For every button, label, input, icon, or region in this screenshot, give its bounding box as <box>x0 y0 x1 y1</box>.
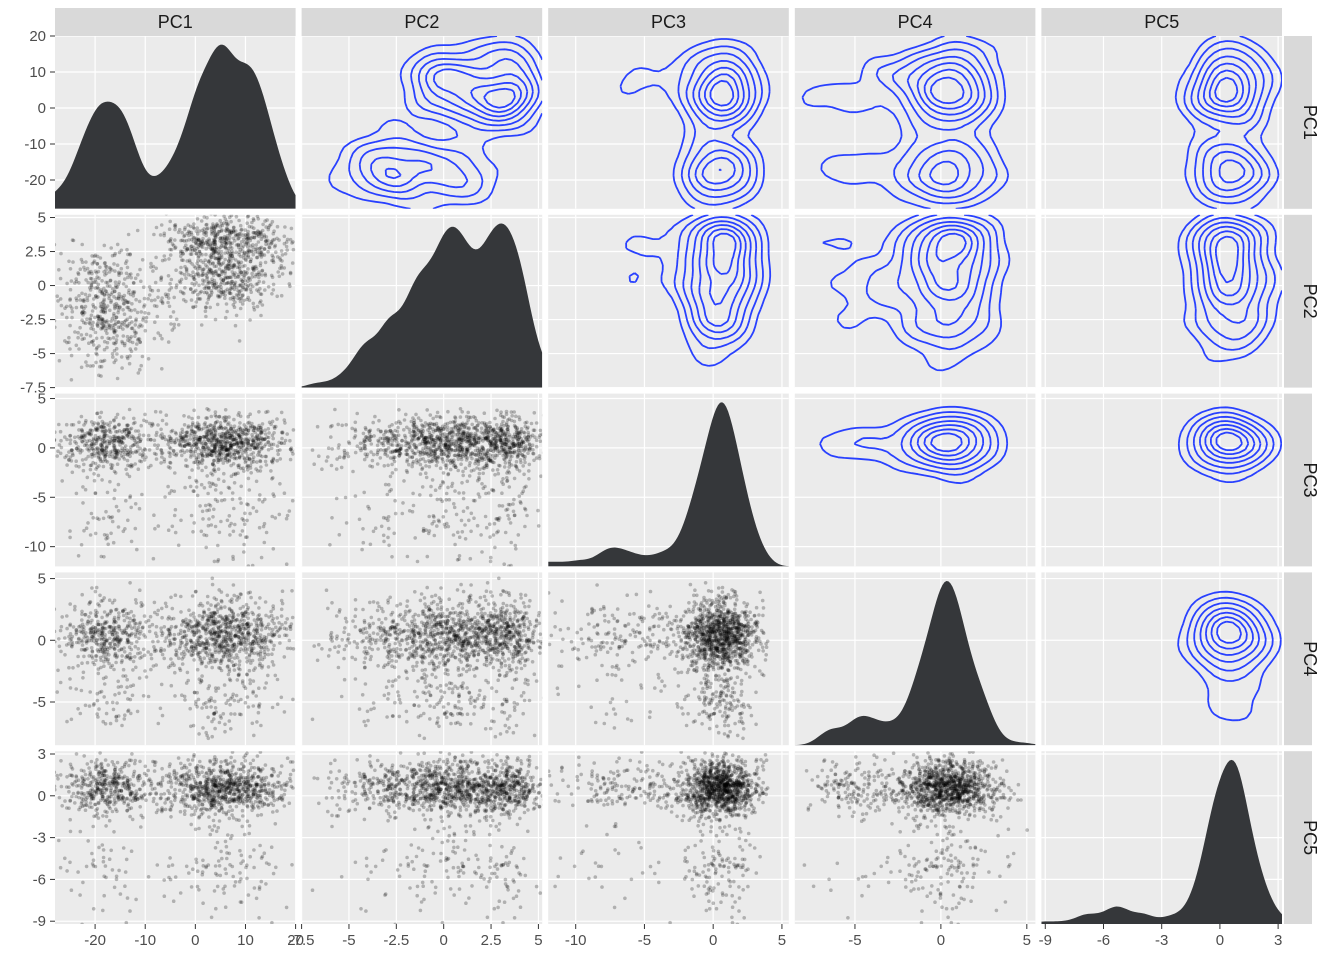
ytick: 0 <box>38 100 46 117</box>
ytick: -10 <box>24 539 46 556</box>
xtick: 2.5 <box>481 932 502 949</box>
strip-label: PC1 <box>1300 105 1320 140</box>
panel-PC1-PC5 <box>1041 36 1282 209</box>
panel-PC3-PC1 <box>50 394 296 571</box>
ytick: 20 <box>29 28 46 45</box>
strip-label: PC5 <box>1300 820 1320 855</box>
ytick: 2.5 <box>25 244 46 261</box>
panel-PC1-PC3 <box>548 36 789 209</box>
ytick: 0 <box>38 788 46 805</box>
xtick: 5 <box>1023 932 1031 949</box>
ytick: -5 <box>33 694 46 711</box>
xtick: -3 <box>1155 932 1168 949</box>
xtick: 10 <box>237 932 254 949</box>
xtick: 0 <box>191 932 199 949</box>
ytick: 0 <box>38 278 46 295</box>
xtick: 0 <box>1216 932 1224 949</box>
xtick: -5 <box>342 932 355 949</box>
xtick: -5 <box>638 932 651 949</box>
ytick: -20 <box>24 172 46 189</box>
panel-PC3-PC3 <box>548 394 789 567</box>
ytick: -9 <box>33 913 46 930</box>
xtick: 0 <box>937 932 945 949</box>
panel-PC4-PC5 <box>1041 572 1282 745</box>
ytick: 3 <box>38 746 46 763</box>
panel-PC1-PC4 <box>795 36 1036 209</box>
xtick: 5 <box>778 932 786 949</box>
ytick: -10 <box>24 136 46 153</box>
xtick: -10 <box>565 932 587 949</box>
xtick: -5 <box>848 932 861 949</box>
panel-PC5-PC5 <box>1041 751 1282 924</box>
panel-PC5-PC2 <box>302 747 548 929</box>
panel-PC1-PC2 <box>302 36 543 209</box>
pairs-plot: PC1 PC2 PC3 PC4 PC5 PC1 PC2 PC3 PC4 PC5 -20 -10 0 10 2… <box>0 0 1344 960</box>
panel-PC1-PC1 <box>55 36 296 209</box>
ytick: 5 <box>38 210 46 227</box>
panel-PC4-PC4 <box>795 572 1036 745</box>
xtick: -2.5 <box>383 932 409 949</box>
xtick: -10 <box>134 932 156 949</box>
panel-PC4-PC3 <box>543 572 789 745</box>
panel-PC5-PC1 <box>50 747 296 929</box>
strip-label: PC2 <box>404 12 439 32</box>
ytick: -2.5 <box>20 312 46 329</box>
ytick: -6 <box>33 871 46 888</box>
strip-label: PC3 <box>651 12 686 32</box>
strip-label: PC3 <box>1300 462 1320 497</box>
panel-PC5-PC4 <box>795 747 1036 929</box>
xtick: 3 <box>1274 932 1282 949</box>
panel-PC2-PC5 <box>1041 215 1282 388</box>
panel-PC3-PC5 <box>1041 394 1282 567</box>
xtick: -9 <box>1039 932 1052 949</box>
strip-label: PC2 <box>1300 284 1320 319</box>
xtick: 0 <box>440 932 448 949</box>
xtick: 0 <box>709 932 717 949</box>
panel-PC4-PC2 <box>302 572 548 745</box>
ytick: 5 <box>38 571 46 588</box>
panel-PC3-PC4 <box>795 394 1036 567</box>
panel-PC2-PC1 <box>50 209 296 388</box>
strip-label: PC4 <box>898 12 933 32</box>
panel-PC2-PC2 <box>302 215 543 388</box>
panel-PC4-PC1 <box>50 572 296 745</box>
panel-PC5-PC3 <box>543 747 789 929</box>
xtick: -20 <box>84 932 106 949</box>
panel-PC2-PC4 <box>795 215 1036 388</box>
xtick: 5 <box>534 932 542 949</box>
ytick: -5 <box>33 346 46 363</box>
xtick: -6 <box>1097 932 1110 949</box>
strip-label: PC1 <box>158 12 193 32</box>
ytick: 0 <box>38 440 46 457</box>
strip-label: PC4 <box>1300 641 1320 676</box>
xtick: -7.5 <box>289 932 315 949</box>
ytick: 5 <box>38 391 46 408</box>
panel-PC2-PC3 <box>548 215 789 388</box>
panel-PC3-PC2 <box>302 394 548 571</box>
ytick: -5 <box>33 489 46 506</box>
strip-label: PC5 <box>1144 12 1179 32</box>
ytick: 0 <box>38 632 46 649</box>
ytick: -3 <box>33 830 46 847</box>
ytick: 10 <box>29 64 46 81</box>
